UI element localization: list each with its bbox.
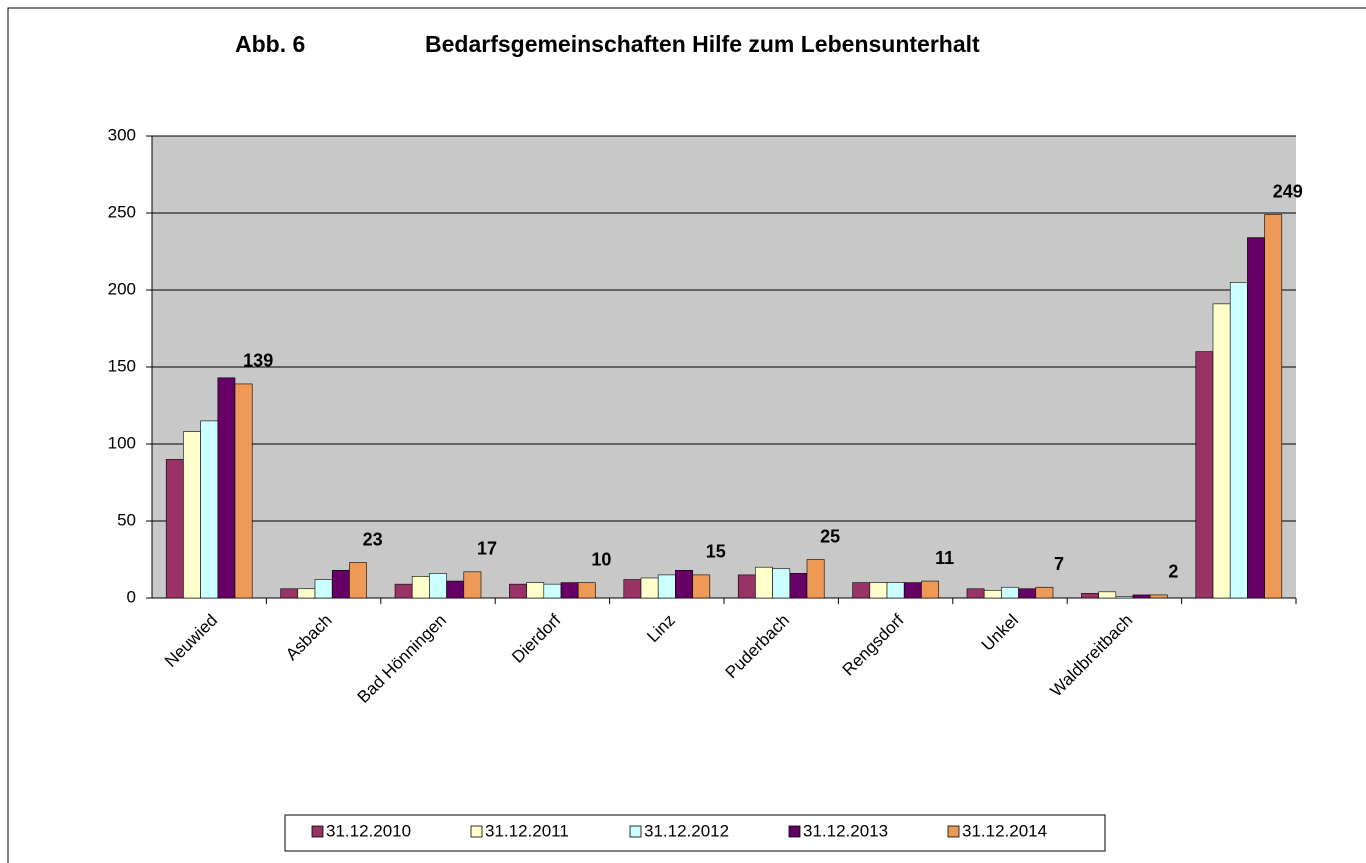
- bar: [623, 579, 642, 599]
- legend-label: 31.12.2012: [644, 821, 729, 840]
- bar: [1247, 237, 1265, 599]
- bar: [1132, 594, 1151, 599]
- bar: [772, 568, 791, 599]
- bar: [1115, 596, 1134, 599]
- legend-label: 31.12.2011: [485, 821, 569, 840]
- y-tick-label: 150: [108, 356, 136, 375]
- bar: [1035, 586, 1054, 599]
- y-tick-label: 100: [108, 433, 136, 452]
- bar: [886, 582, 905, 599]
- data-label: 7: [1054, 554, 1064, 574]
- legend-swatch: [947, 825, 960, 838]
- bar: [737, 574, 756, 599]
- data-label: 10: [591, 549, 611, 569]
- bar: [411, 576, 430, 599]
- bar: [692, 574, 711, 599]
- bar: [577, 582, 596, 599]
- bar: [966, 588, 985, 599]
- bar: [1018, 588, 1037, 599]
- bar: [526, 582, 545, 599]
- bar: [1195, 351, 1214, 599]
- y-tick-label: 0: [127, 587, 136, 606]
- legend-swatch: [311, 825, 324, 838]
- bar: [1149, 594, 1168, 599]
- bar: [314, 579, 333, 599]
- bar: [280, 588, 299, 599]
- y-tick-label: 300: [108, 125, 136, 144]
- bar: [1229, 281, 1248, 599]
- bar: [1098, 591, 1117, 599]
- bar: [200, 420, 219, 599]
- bar: [983, 589, 1002, 599]
- figure-label: Abb. 6: [235, 31, 305, 57]
- bar: [463, 571, 482, 599]
- bar: [1264, 214, 1283, 599]
- bar: [217, 377, 236, 599]
- bar: [1001, 586, 1019, 599]
- legend-box: [284, 814, 1106, 852]
- data-label: 17: [477, 539, 497, 559]
- data-label: 2: [1168, 562, 1178, 582]
- bar: [806, 559, 825, 599]
- y-tick-label: 50: [117, 510, 136, 529]
- chart-title: Bedarfsgemeinschaften Hilfe zum Lebensun…: [425, 31, 980, 57]
- legend-swatch: [788, 825, 801, 838]
- bar: [446, 580, 465, 599]
- y-tick-label: 200: [108, 279, 136, 298]
- bar: [1081, 593, 1099, 599]
- data-label: 249: [1273, 181, 1303, 201]
- legend-swatch: [629, 825, 642, 838]
- bar: [429, 573, 447, 599]
- bar: [755, 566, 773, 599]
- bar: [234, 383, 253, 599]
- bar: [869, 582, 888, 599]
- legend-label: 31.12.2013: [803, 821, 888, 840]
- bar: [640, 577, 659, 599]
- bar: [903, 582, 922, 599]
- bar: [165, 459, 184, 599]
- bar: [921, 580, 939, 599]
- legend-label: 31.12.2014: [962, 821, 1047, 840]
- bar: [394, 583, 413, 599]
- data-label: 15: [706, 542, 726, 562]
- data-label: 139: [243, 351, 273, 371]
- bar: [543, 583, 562, 599]
- bar: [657, 574, 676, 599]
- bar: [349, 562, 367, 599]
- y-tick-label: 250: [108, 202, 136, 221]
- bar: [297, 588, 316, 599]
- data-label: 25: [820, 526, 840, 546]
- bar: [331, 569, 350, 599]
- bar: [789, 573, 808, 599]
- bar: [509, 583, 527, 599]
- data-label: 23: [363, 529, 383, 549]
- bar: [852, 582, 871, 599]
- bar: [183, 431, 201, 599]
- legend-label: 31.12.2010: [326, 821, 411, 840]
- bar: [1212, 303, 1231, 599]
- data-label: 11: [935, 548, 954, 568]
- bar: [560, 582, 579, 599]
- bar: [675, 569, 693, 599]
- legend-swatch: [470, 825, 483, 838]
